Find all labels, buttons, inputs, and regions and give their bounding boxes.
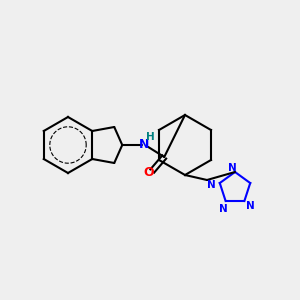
Text: N: N: [246, 201, 255, 211]
Text: N: N: [219, 204, 228, 214]
Text: N: N: [228, 163, 236, 173]
Text: H: H: [146, 132, 154, 142]
Text: N: N: [139, 137, 149, 151]
Text: O: O: [143, 167, 154, 179]
Text: N: N: [207, 180, 216, 190]
